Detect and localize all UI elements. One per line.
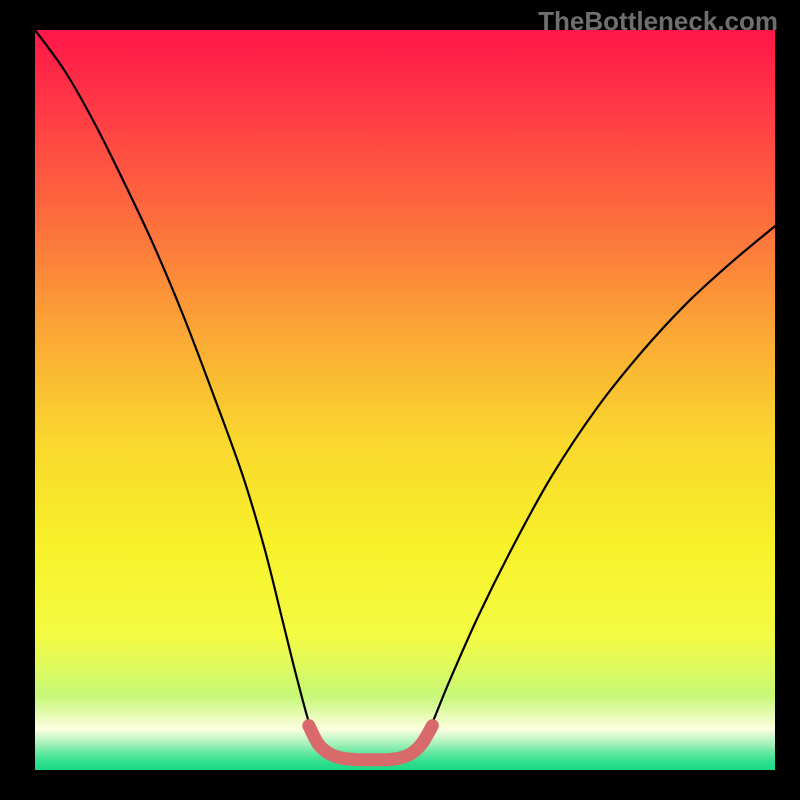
plot-area	[35, 30, 775, 770]
outer-frame: TheBottleneck.com	[0, 0, 800, 800]
curve-layer	[35, 30, 775, 770]
watermark-text: TheBottleneck.com	[538, 6, 778, 37]
bottleneck-curve	[35, 30, 775, 764]
optimal-zone-marker	[309, 726, 433, 760]
